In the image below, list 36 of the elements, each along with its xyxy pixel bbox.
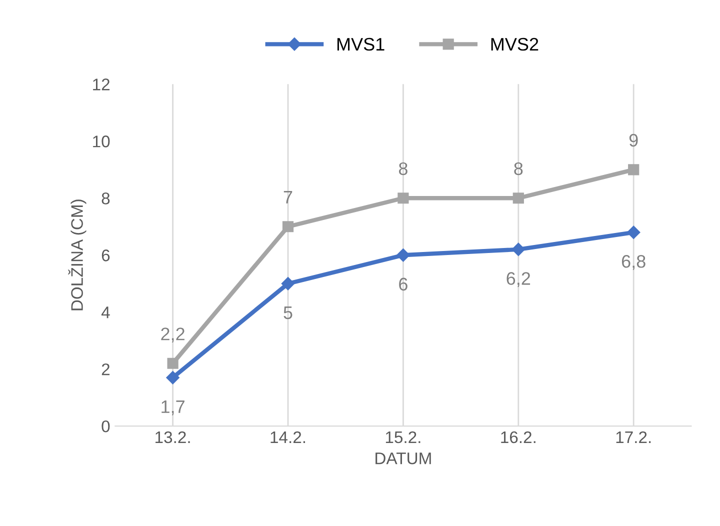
point [398,192,409,204]
legend-label: MVS2 [491,38,538,51]
point [396,248,410,262]
y-tick-label: 2 [102,363,110,376]
x-tick-label: 16.2. [501,431,536,444]
data-label: 9 [629,134,638,147]
y-tick-label: 8 [102,192,110,204]
y-tick-label: 12 [93,78,110,90]
x-axis-title: DATUM [376,452,431,464]
y-tick-label: 4 [101,306,110,318]
point [512,242,525,256]
point [628,164,640,176]
data-label: 5 [284,306,292,320]
data-label: 8 [514,162,523,176]
y-tick-label: 0 [102,420,110,432]
x-tick-label: 17.2. [616,431,651,443]
data-label: 6 [399,278,408,291]
point [167,358,178,369]
x-tick-label: 15.2. [386,431,420,444]
x-tick-label: 14.2. [270,431,306,443]
legend-label: MVS1 [337,38,384,51]
data-label: 7 [284,191,292,204]
x-tick-label: 13.2. [156,431,190,444]
data-label: 6,8 [622,255,646,270]
y-tick-label: 10 [93,136,110,148]
data-label: 2,2 [161,328,184,342]
y-axis-title: DOLŽINA (CM) [68,200,86,310]
data-label: 1,7 [162,400,184,416]
data-label: 8 [398,162,408,176]
point [166,371,180,384]
point [282,221,294,232]
point [627,226,640,239]
data-label: 6,2 [506,272,530,288]
point [512,192,524,204]
y-tick-label: 6 [102,250,110,262]
point [281,277,295,290]
